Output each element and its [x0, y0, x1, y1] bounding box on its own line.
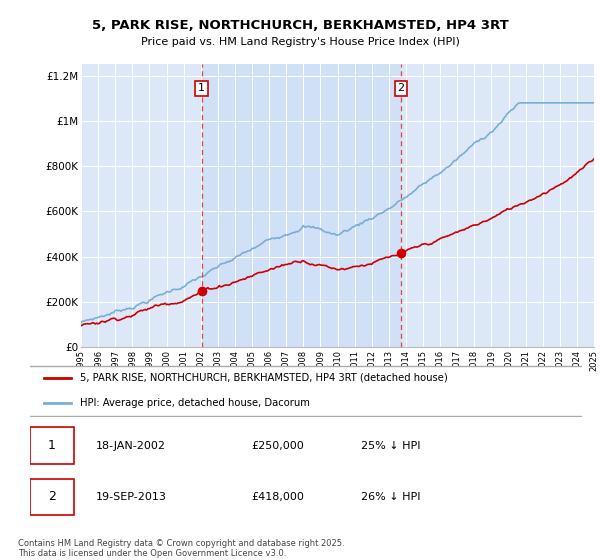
FancyBboxPatch shape	[30, 427, 74, 464]
Text: HPI: Average price, detached house, Dacorum: HPI: Average price, detached house, Daco…	[80, 398, 310, 408]
Bar	[202, 64, 401, 347]
Text: 18-JAN-2002: 18-JAN-2002	[96, 441, 166, 451]
FancyBboxPatch shape	[27, 366, 584, 416]
Text: 1: 1	[198, 83, 205, 94]
Text: 5, PARK RISE, NORTHCHURCH, BERKHAMSTED, HP4 3RT (detached house): 5, PARK RISE, NORTHCHURCH, BERKHAMSTED, …	[80, 373, 448, 383]
Text: 2: 2	[48, 490, 56, 503]
Text: 26% ↓ HPI: 26% ↓ HPI	[361, 492, 421, 502]
Text: 1: 1	[48, 439, 56, 452]
Text: 2: 2	[398, 83, 404, 94]
Text: £250,000: £250,000	[251, 441, 304, 451]
Text: Contains HM Land Registry data © Crown copyright and database right 2025.
This d: Contains HM Land Registry data © Crown c…	[18, 539, 344, 558]
Text: 5, PARK RISE, NORTHCHURCH, BERKHAMSTED, HP4 3RT: 5, PARK RISE, NORTHCHURCH, BERKHAMSTED, …	[92, 18, 508, 32]
FancyBboxPatch shape	[30, 478, 74, 515]
Text: £418,000: £418,000	[251, 492, 304, 502]
Text: 19-SEP-2013: 19-SEP-2013	[96, 492, 167, 502]
Text: 25% ↓ HPI: 25% ↓ HPI	[361, 441, 421, 451]
Text: Price paid vs. HM Land Registry's House Price Index (HPI): Price paid vs. HM Land Registry's House …	[140, 37, 460, 47]
